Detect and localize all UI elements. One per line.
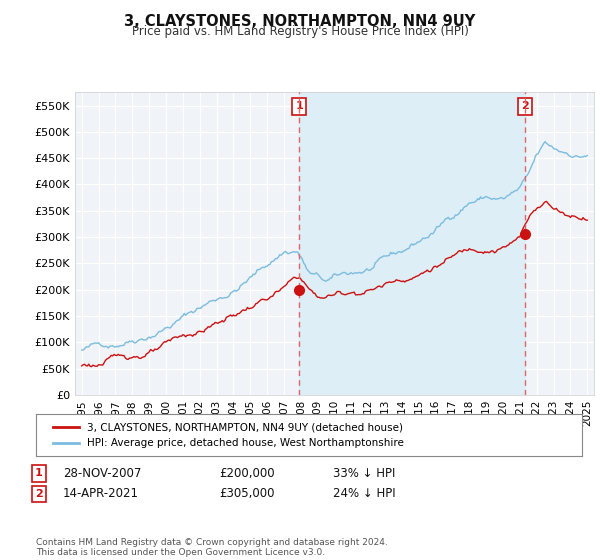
Text: 2: 2	[35, 489, 43, 499]
Text: 2: 2	[521, 101, 529, 111]
Legend: 3, CLAYSTONES, NORTHAMPTON, NN4 9UY (detached house), HPI: Average price, detach: 3, CLAYSTONES, NORTHAMPTON, NN4 9UY (det…	[47, 416, 410, 455]
Bar	[299, 92, 525, 395]
Text: 3, CLAYSTONES, NORTHAMPTON, NN4 9UY: 3, CLAYSTONES, NORTHAMPTON, NN4 9UY	[124, 14, 476, 29]
Text: 1: 1	[35, 468, 43, 478]
Text: £200,000: £200,000	[219, 466, 275, 480]
Text: 14-APR-2021: 14-APR-2021	[63, 487, 139, 501]
Text: 33% ↓ HPI: 33% ↓ HPI	[333, 466, 395, 480]
Text: 28-NOV-2007: 28-NOV-2007	[63, 466, 142, 480]
Text: 24% ↓ HPI: 24% ↓ HPI	[333, 487, 395, 501]
Text: Price paid vs. HM Land Registry's House Price Index (HPI): Price paid vs. HM Land Registry's House …	[131, 25, 469, 38]
Text: £305,000: £305,000	[219, 487, 275, 501]
Text: 1: 1	[295, 101, 303, 111]
Text: Contains HM Land Registry data © Crown copyright and database right 2024.
This d: Contains HM Land Registry data © Crown c…	[36, 538, 388, 557]
